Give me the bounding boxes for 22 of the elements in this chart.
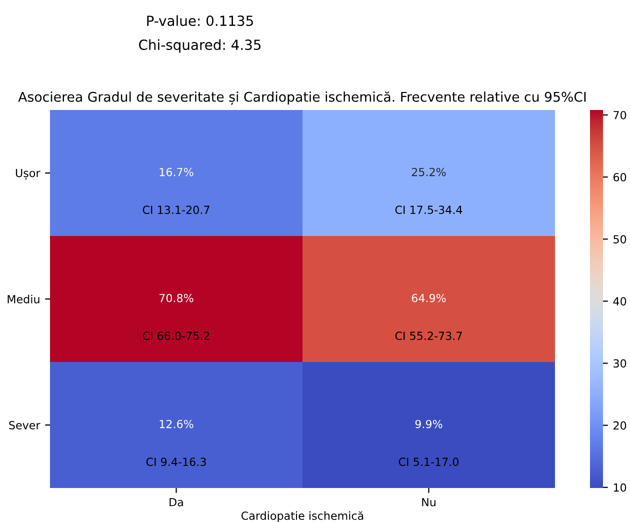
text: P-value: 0.1135	[147, 15, 253, 26]
y-tick-label: Sever	[9, 420, 40, 430]
x-tick-label: Da	[170, 498, 183, 506]
text: 70.8% CI 66.0-75.2	[142, 294, 210, 340]
color-bar-label: 40	[613, 297, 626, 306]
x-axis-title: Cardiopatie ischemică	[242, 511, 364, 522]
color-bar-label: 70	[614, 110, 626, 120]
color-bar-label: 60	[614, 173, 626, 182]
text: 12.6% CI 9.4-16.3	[146, 420, 206, 466]
y-tick-label: Ușor	[16, 168, 40, 180]
color-bar-label: 50	[614, 235, 626, 244]
color-bar-label: 10	[614, 483, 626, 492]
y-tick-label: Mediu	[8, 294, 40, 304]
color-bar-label: 30	[614, 359, 626, 368]
text: Chi-squared: 4.35	[139, 39, 261, 53]
color-bar-label: 20	[614, 421, 626, 430]
text: 16.7% CI 13.1-20.7	[142, 168, 210, 214]
chart-title: Asocierea Gradul de severitate și Cardiopatie ischemică. Frecvente relative cu 95%CI	[18, 91, 586, 105]
text: 25.2% CI 17.5-34.4	[395, 168, 462, 214]
x-tick-label: Nu	[422, 498, 436, 506]
text: 9.9% CI 5.1-17.0	[398, 420, 459, 466]
text: 64.9% CI 55.2-73.7	[395, 294, 462, 340]
